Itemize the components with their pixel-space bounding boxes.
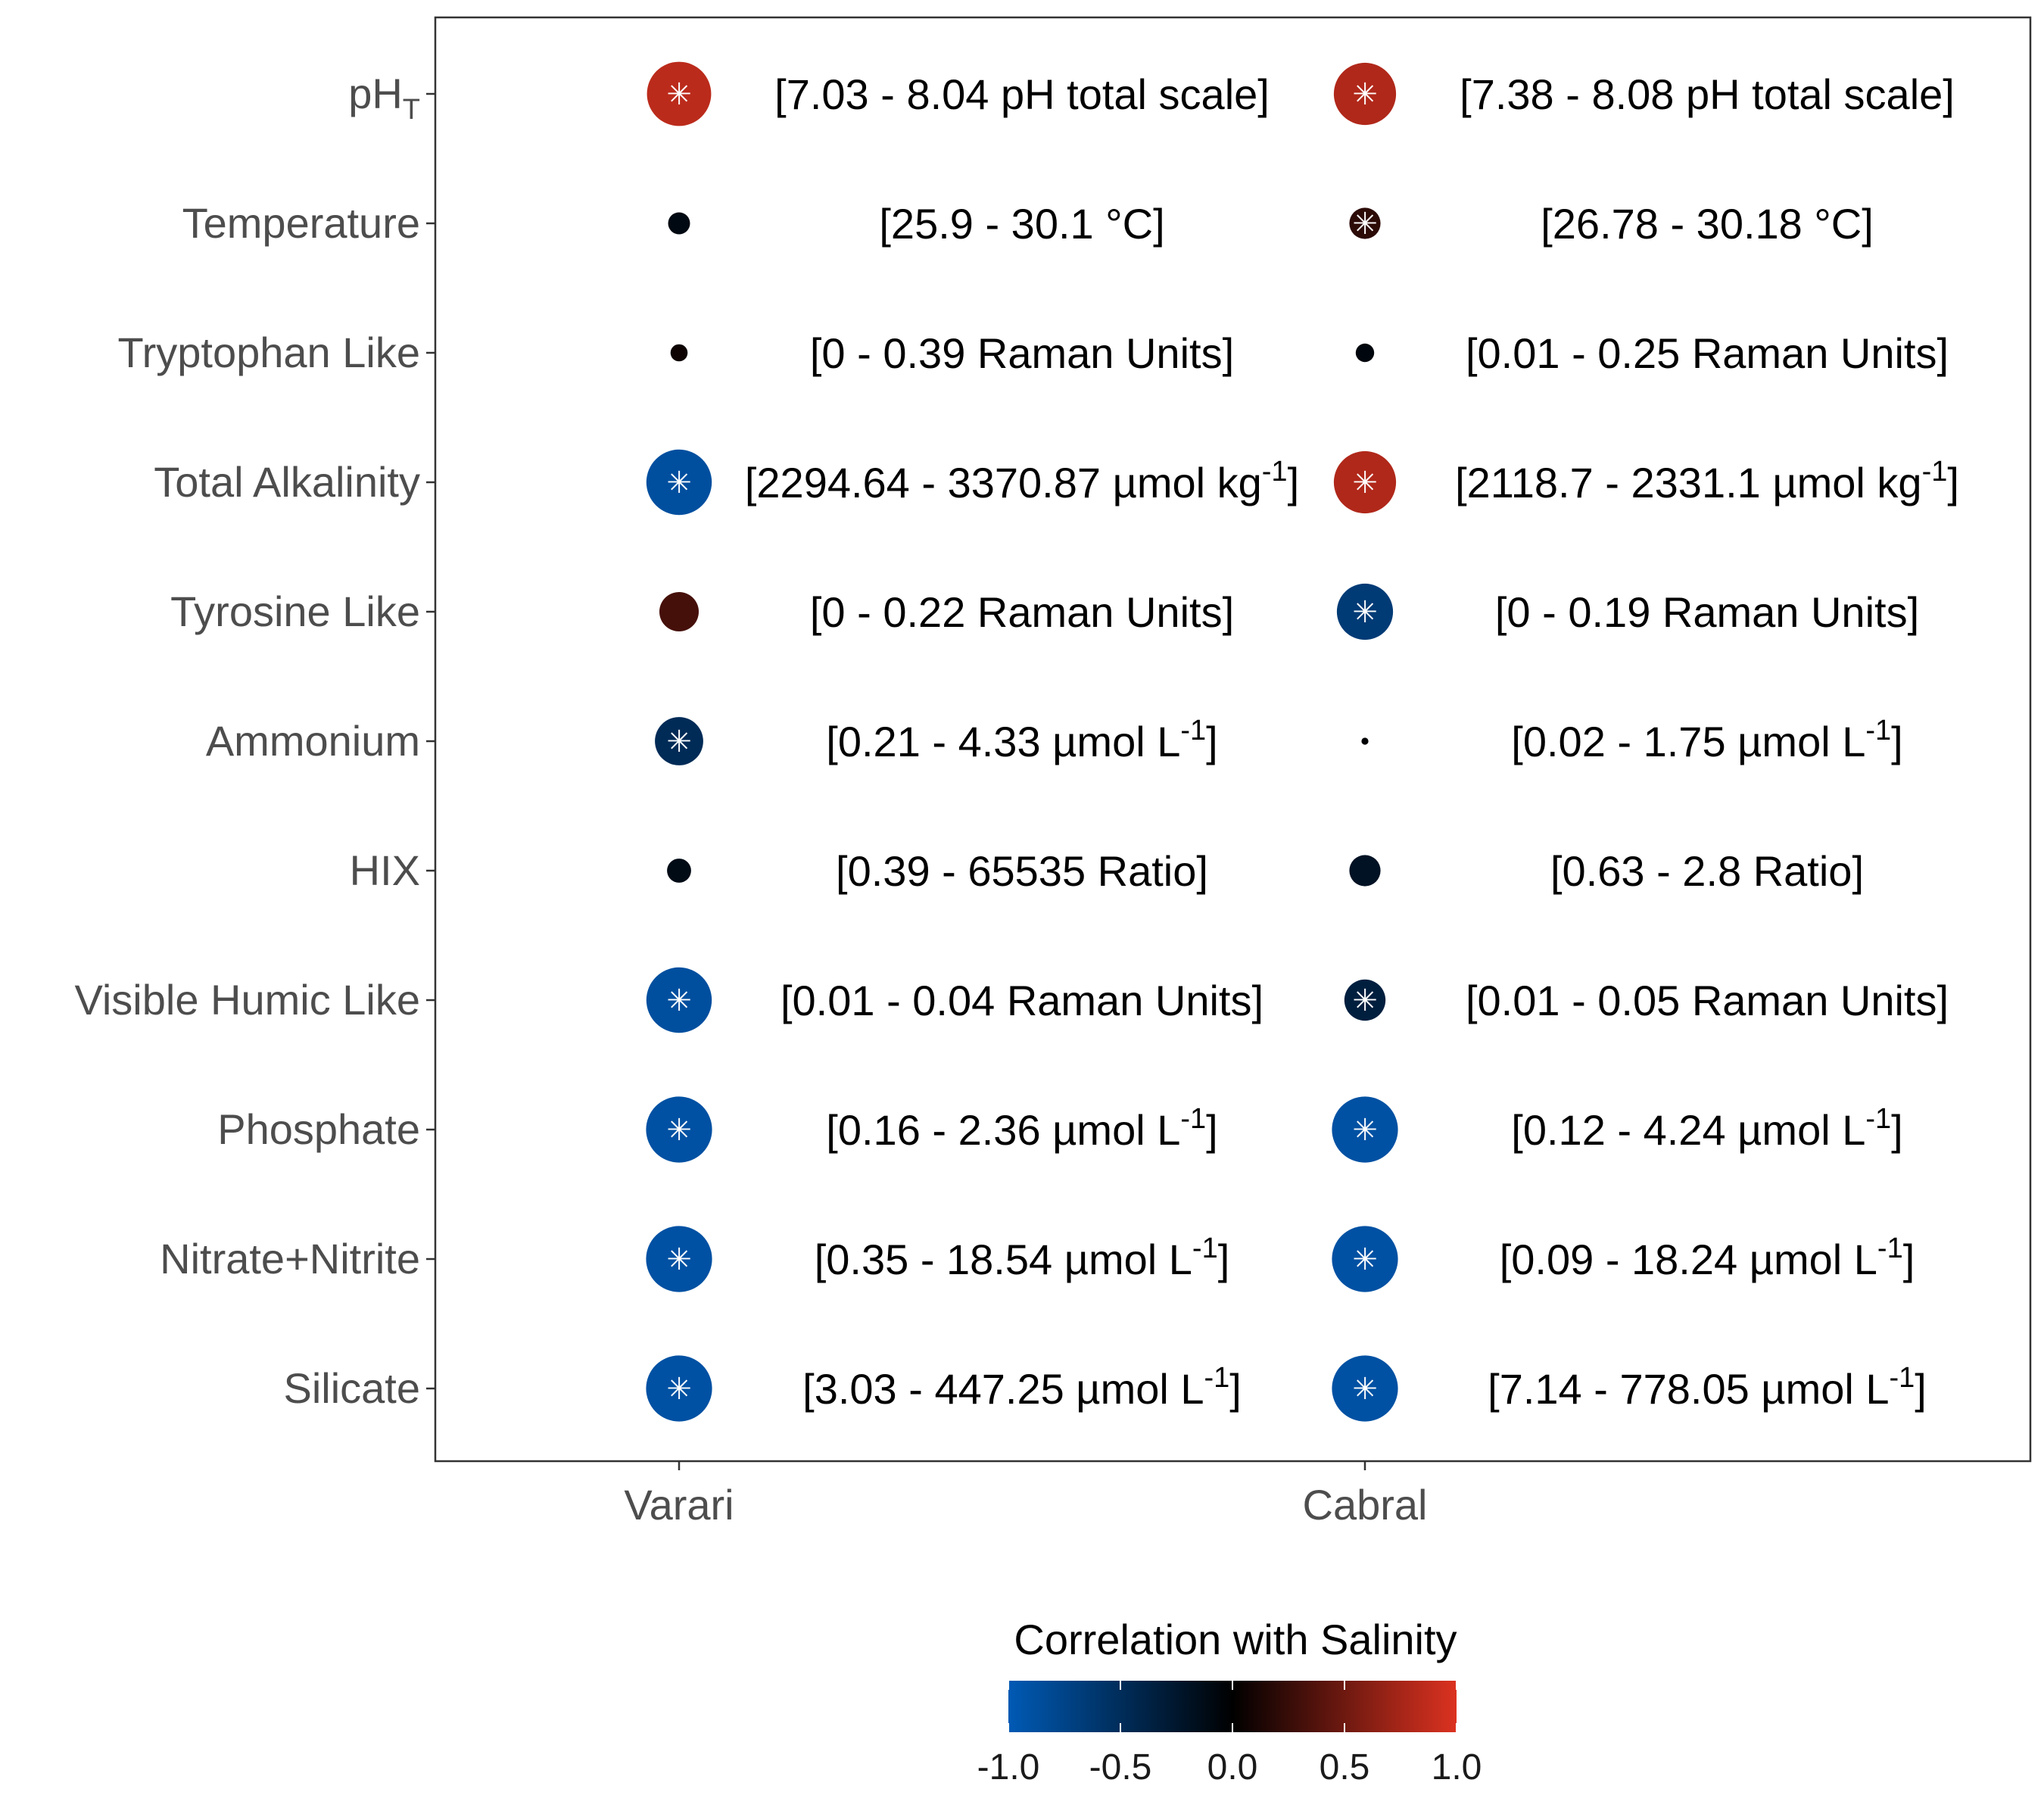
y-tick-label: Tyrosine Like <box>170 587 420 635</box>
legend-tick-label: 0.0 <box>1207 1747 1258 1787</box>
correlation-point <box>655 717 703 765</box>
x-tick-label: Cabral <box>1303 1481 1428 1529</box>
significance-marker: ✳ <box>1352 595 1378 630</box>
correlation-point <box>646 1355 712 1422</box>
range-label: [26.78 - 30.18 °C] <box>1541 200 1874 248</box>
significance-marker: ✳ <box>666 1113 692 1148</box>
range-label: [0.01 - 0.04 Raman Units] <box>781 977 1263 1024</box>
y-tick-label: Silicate <box>283 1364 420 1412</box>
significance-marker: ✳ <box>1352 1372 1378 1407</box>
range-label: [25.9 - 30.1 °C] <box>879 200 1164 248</box>
range-label: [0.21 - 4.33 µmol L-1] <box>826 715 1217 765</box>
range-label: [2294.64 - 3370.87 µmol kg-1] <box>745 456 1299 506</box>
correlation-point <box>646 967 712 1033</box>
significance-marker: ✳ <box>1352 1242 1378 1277</box>
range-label: [7.38 - 8.08 pH total scale] <box>1460 70 1955 118</box>
y-tick-label: Phosphate <box>217 1105 420 1153</box>
significance-marker: ✳ <box>1352 1113 1378 1148</box>
range-label: [3.03 - 447.25 µmol L-1] <box>802 1362 1242 1413</box>
x-axis: Varari Cabral <box>624 1461 1427 1529</box>
y-tick-label: Tryptophan Like <box>118 329 421 376</box>
significance-marker: ✳ <box>1352 466 1378 500</box>
correlation-point <box>668 212 690 235</box>
significance-marker: ✳ <box>666 77 692 112</box>
y-tick-label: Temperature <box>182 199 420 247</box>
range-label: [2118.7 - 2331.1 µmol kg-1] <box>1455 456 1959 506</box>
range-label: [0.02 - 1.75 µmol L-1] <box>1511 715 1902 765</box>
significance-marker: ✳ <box>666 983 692 1018</box>
range-label: [0.01 - 0.05 Raman Units] <box>1466 977 1949 1024</box>
y-tick-label: Ammonium <box>206 717 420 765</box>
correlation-point <box>670 344 688 362</box>
y-tick-label: HIX <box>350 846 420 894</box>
correlation-point <box>659 592 699 631</box>
significance-marker: ✳ <box>666 1242 692 1277</box>
range-label: [0.63 - 2.8 Ratio] <box>1550 847 1864 895</box>
correlation-point <box>1332 1355 1398 1422</box>
legend-title: Correlation with Salinity <box>1014 1616 1457 1663</box>
correlation-point <box>647 61 712 126</box>
range-label: [0 - 0.19 Raman Units] <box>1495 588 1919 636</box>
y-tick-label: Visible Humic Like <box>75 976 420 1024</box>
legend-tick-label: 1.0 <box>1432 1747 1482 1787</box>
correlation-point <box>646 449 712 516</box>
correlation-point <box>1349 855 1381 887</box>
range-label: [0.09 - 18.24 µmol L-1] <box>1500 1233 1915 1283</box>
correlation-point <box>667 859 691 883</box>
legend-tick-label: -1.0 <box>977 1747 1040 1787</box>
significance-marker: ✳ <box>666 466 692 500</box>
significance-marker: ✳ <box>666 1372 692 1407</box>
correlation-point <box>646 1226 712 1292</box>
range-label: [0.35 - 18.54 µmol L-1] <box>815 1233 1230 1283</box>
significance-marker: ✳ <box>1352 207 1378 242</box>
range-label: [0 - 0.39 Raman Units] <box>810 329 1234 377</box>
range-label: [7.14 - 778.05 µmol L-1] <box>1488 1362 1927 1413</box>
significance-marker: ✳ <box>666 725 692 759</box>
correlation-point <box>1349 207 1381 239</box>
legend-tick-label: -0.5 <box>1089 1747 1152 1787</box>
correlation-point <box>1333 62 1397 126</box>
range-label: [0.01 - 0.25 Raman Units] <box>1466 329 1949 377</box>
correlation-point <box>1332 1226 1398 1292</box>
range-label: [0.39 - 65535 Ratio] <box>836 847 1208 895</box>
correlation-point <box>1332 1096 1398 1163</box>
y-tick-label: Nitrate+Nitrite <box>160 1235 420 1282</box>
x-tick-label: Varari <box>624 1481 734 1529</box>
correlation-point <box>1344 979 1386 1021</box>
data-marks: ✳ [7.03 - 8.04 pH total scale] ✳ [7.38 - 8.… <box>646 61 1959 1422</box>
correlation-point <box>646 1096 712 1163</box>
y-axis: pHT Temperature Tryptophan Like Total Alkal… <box>75 70 435 1412</box>
correlation-point <box>1336 583 1394 640</box>
range-label: [7.03 - 8.04 pH total scale] <box>774 70 1270 118</box>
y-tick-label: Total Alkalinity <box>154 458 420 506</box>
correlation-point <box>1333 450 1397 514</box>
range-label: [0.12 - 4.24 µmol L-1] <box>1511 1103 1902 1154</box>
y-tick-label: pHT <box>348 70 420 126</box>
legend: Correlation with Salinity -1.0 -0.5 0.0 0.5… <box>977 1616 1482 1787</box>
correlation-point <box>1355 343 1375 363</box>
significance-marker: ✳ <box>1352 77 1378 112</box>
correlation-point <box>1361 737 1369 745</box>
legend-tick-label: 0.5 <box>1320 1747 1370 1787</box>
range-label: [0.16 - 2.36 µmol L-1] <box>826 1103 1217 1154</box>
range-label: [0 - 0.22 Raman Units] <box>810 588 1234 636</box>
significance-marker: ✳ <box>1352 983 1378 1018</box>
